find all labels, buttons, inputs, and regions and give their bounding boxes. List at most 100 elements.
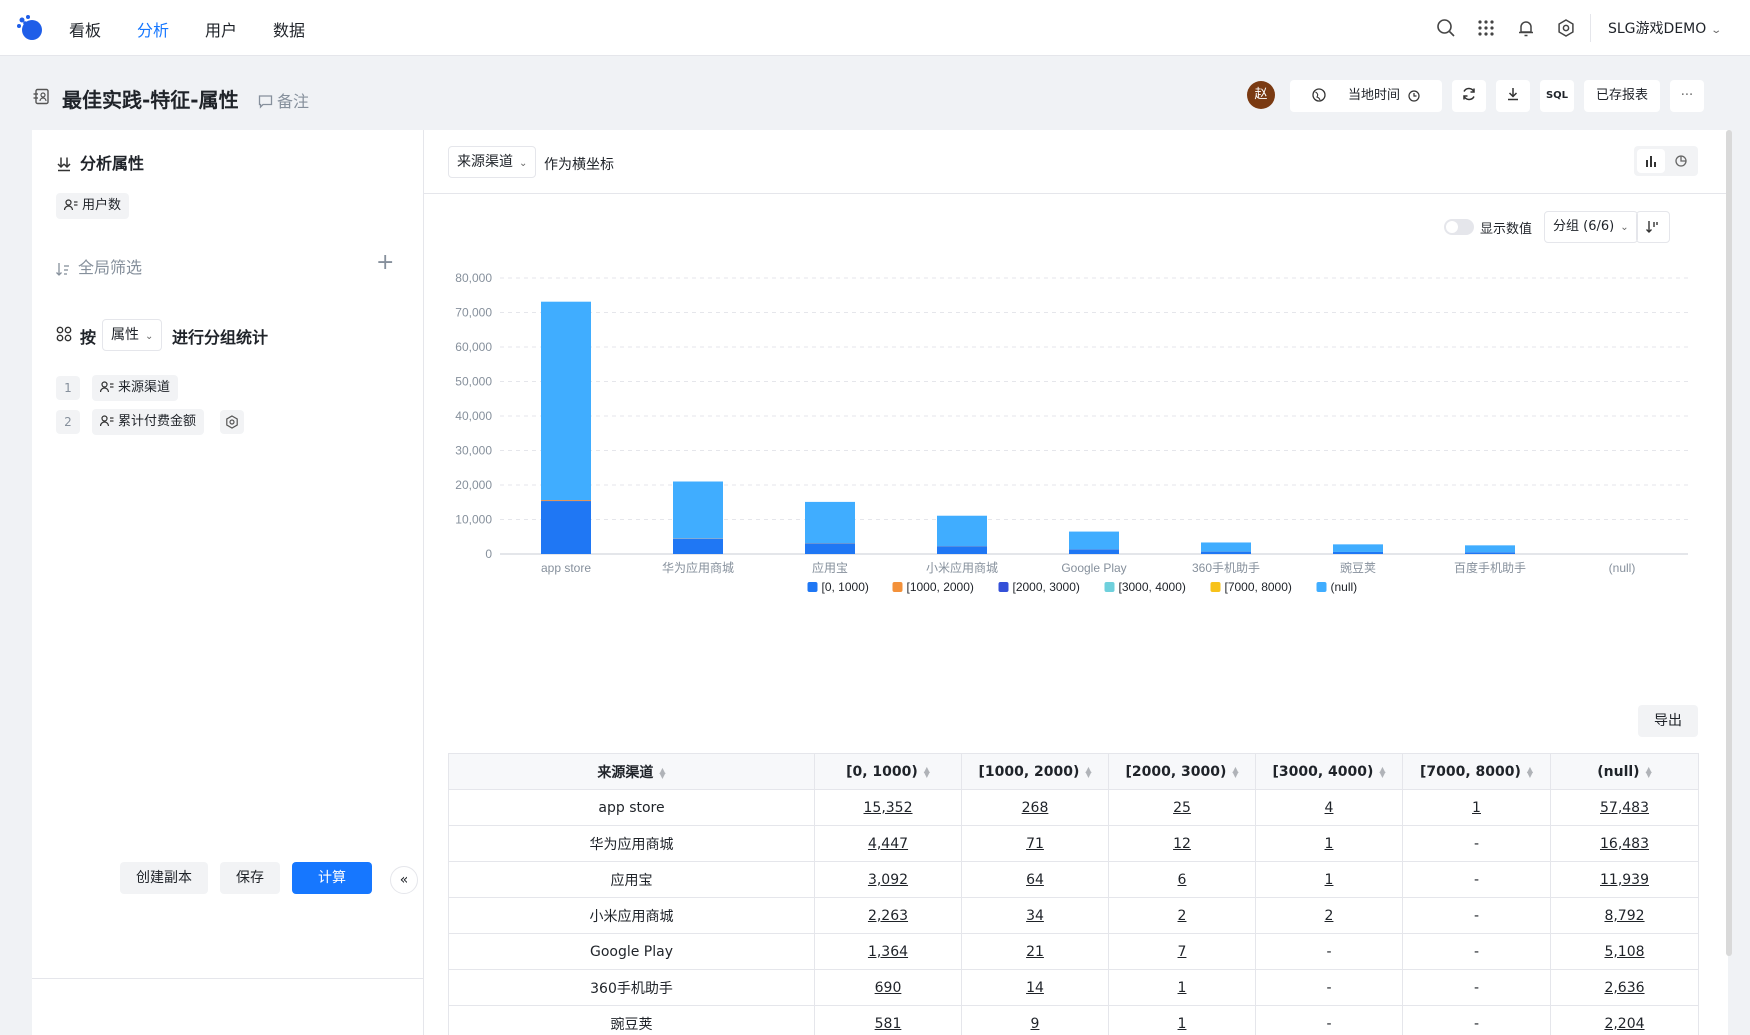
sort-arrows-icon[interactable]: ▲ ▼ [1645, 764, 1652, 779]
time-zone-button[interactable]: 当地时间 [1290, 80, 1442, 112]
table-cell[interactable]: 2,204 [1550, 1005, 1699, 1035]
table-cell[interactable]: 2 [1255, 897, 1403, 934]
table-header-cell[interactable]: [3000, 4000) ▲ ▼ [1255, 753, 1403, 790]
export-button[interactable]: 导出 [1638, 705, 1698, 737]
table-cell[interactable]: 268 [961, 789, 1109, 826]
table-cell[interactable]: 11,939 [1550, 861, 1699, 898]
table-cell[interactable]: 8,792 [1550, 897, 1699, 934]
x-tick-label: Google Play [1061, 561, 1126, 575]
table-cell[interactable]: 64 [961, 861, 1109, 898]
table-cell[interactable]: 57,483 [1550, 789, 1699, 826]
legend-swatch [807, 582, 818, 592]
table-header-cell[interactable]: [1000, 2000) ▲ ▼ [961, 753, 1109, 790]
table-cell[interactable]: 1 [1108, 969, 1256, 1006]
table-cell[interactable]: 9 [961, 1005, 1109, 1035]
bar-segment [673, 538, 723, 554]
group-filter-select[interactable]: 分组 (6/6) ⌄ [1544, 211, 1638, 243]
table-header-cell[interactable]: (null) ▲ ▼ [1550, 753, 1699, 790]
project-menu[interactable]: SLG游戏DEMO ⌄ [1608, 18, 1722, 38]
table-cell[interactable]: 581 [814, 1005, 962, 1035]
table-cell[interactable]: 14 [961, 969, 1109, 1006]
header-label: [1000, 2000) [978, 763, 1080, 780]
bucket-settings-button[interactable] [220, 410, 244, 434]
nav-analysis[interactable]: 分析 [137, 21, 170, 40]
sort-arrows-icon[interactable]: ▲ ▼ [923, 764, 930, 779]
metric-chip[interactable]: 用户数 [56, 193, 130, 219]
table-cell[interactable]: 3,092 [814, 861, 962, 898]
show-values-toggle[interactable] [1444, 219, 1474, 235]
add-filter-button[interactable]: + [376, 250, 395, 275]
collapse-panel-button[interactable]: « [390, 866, 418, 894]
group-item-total-payment[interactable]: 累计付费金额 [92, 409, 205, 435]
download-button[interactable] [1496, 80, 1530, 112]
table-header-cell[interactable]: [0, 1000) ▲ ▼ [814, 753, 962, 790]
settings-icon[interactable] [1556, 18, 1576, 38]
global-filter-section[interactable]: 全局筛选 [56, 254, 142, 278]
note-button[interactable]: 备注 [258, 88, 309, 112]
create-copy-button[interactable]: 创建副本 [120, 862, 208, 894]
nav-data[interactable]: 数据 [273, 21, 306, 40]
sort-arrows-icon[interactable]: ▲ ▼ [1085, 764, 1092, 779]
table-cell[interactable]: 12 [1108, 825, 1256, 862]
table-cell[interactable]: 34 [961, 897, 1109, 934]
table-cell[interactable]: 690 [814, 969, 962, 1006]
group-item-source-channel[interactable]: 来源渠道 [92, 375, 179, 401]
config-panel: 分析属性 用户数 全局筛选 + 按 属性 ⌄ 进行分组统计 1 来源渠道 2 累计… [32, 130, 424, 1035]
compute-button[interactable]: 计算 [292, 862, 372, 894]
note-label: 备注 [277, 92, 310, 111]
sql-button[interactable]: SQL [1540, 80, 1574, 112]
table-cell: - [1402, 933, 1551, 970]
group-type-select[interactable]: 属性 ⌄ [102, 319, 163, 351]
table-row: app store 15,352 268 25 4 1 57,483 [448, 789, 1699, 826]
table-cell[interactable]: 2,263 [814, 897, 962, 934]
table-cell[interactable]: 6 [1108, 861, 1256, 898]
legend-swatch [1210, 582, 1221, 592]
table-cell[interactable]: 7 [1108, 933, 1256, 970]
more-button[interactable]: ··· [1670, 80, 1704, 112]
refresh-button[interactable] [1452, 80, 1486, 112]
apps-grid-icon[interactable] [1476, 18, 1496, 38]
table-cell[interactable]: 2 [1108, 897, 1256, 934]
table-cell[interactable]: 4 [1255, 789, 1403, 826]
avatar[interactable]: 赵 [1247, 81, 1275, 109]
table-cell[interactable]: 2,636 [1550, 969, 1699, 1006]
table-cell[interactable]: 1 [1402, 789, 1551, 826]
table-cell[interactable]: 1 [1255, 825, 1403, 862]
bar-chart-tab[interactable] [1637, 149, 1665, 173]
table-cell[interactable]: 15,352 [814, 789, 962, 826]
table-cell[interactable]: 1,364 [814, 933, 962, 970]
legend-label: [7000, 8000) [1225, 580, 1292, 594]
table-cell[interactable]: 5,108 [1550, 933, 1699, 970]
sort-arrows-icon[interactable]: ▲ ▼ [1379, 764, 1386, 779]
page-scrollbar[interactable] [1726, 130, 1732, 956]
sort-arrows-icon[interactable]: ▲ ▼ [1526, 764, 1534, 779]
x-axis-select[interactable]: 来源渠道 ⌄ [448, 146, 537, 178]
table-header-row: 来源渠道 ▲ ▼ [0, 1000) ▲ ▼ [1000, 2000) ▲ ▼ [2000, 30… [448, 753, 1699, 790]
table-cell[interactable]: 1 [1108, 1005, 1256, 1035]
table-cell[interactable]: 1 [1255, 861, 1403, 898]
table-cell[interactable]: 16,483 [1550, 825, 1699, 862]
table-header-cell[interactable]: 来源渠道 ▲ ▼ [448, 753, 815, 790]
table-cell[interactable]: 25 [1108, 789, 1256, 826]
nav-divider [1590, 14, 1591, 42]
table-cell[interactable]: 21 [961, 933, 1109, 970]
table-cell[interactable]: 4,447 [814, 825, 962, 862]
refresh-icon [1463, 87, 1475, 101]
bar-segment [805, 501, 855, 544]
search-icon[interactable] [1436, 18, 1456, 38]
save-button[interactable]: 保存 [220, 862, 280, 894]
table-cell[interactable]: 71 [961, 825, 1109, 862]
table-cell: - [1255, 933, 1403, 970]
app-logo[interactable] [16, 14, 42, 42]
y-tick-label: 10,000 [455, 513, 492, 527]
sort-arrows-icon[interactable]: ▲ ▼ [659, 765, 666, 780]
saved-reports-button[interactable]: 已存报表 [1584, 80, 1660, 112]
nav-dashboard[interactable]: 看板 [69, 21, 102, 40]
pie-chart-tab[interactable] [1667, 149, 1695, 173]
sort-button[interactable] [1636, 211, 1670, 243]
bell-icon[interactable] [1516, 18, 1536, 38]
nav-users[interactable]: 用户 [205, 21, 238, 40]
sort-arrows-icon[interactable]: ▲ ▼ [1232, 764, 1239, 779]
table-header-cell[interactable]: [2000, 3000) ▲ ▼ [1108, 753, 1256, 790]
table-header-cell[interactable]: [7000, 8000) ▲ ▼ [1402, 753, 1551, 790]
